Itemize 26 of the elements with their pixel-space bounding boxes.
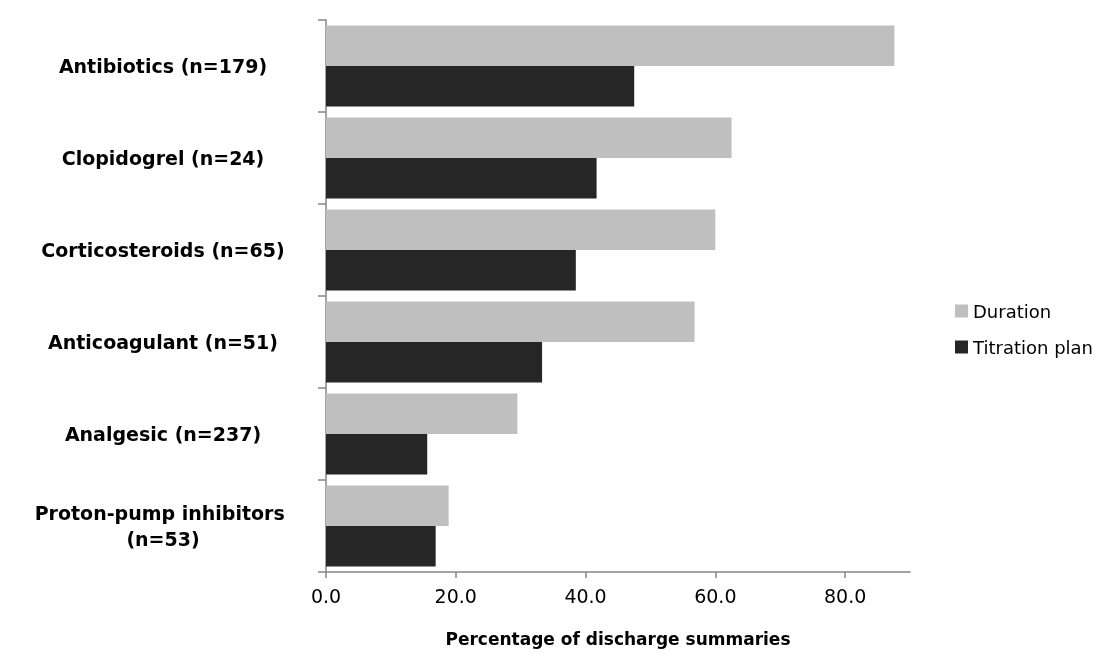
y-tick-label: Clopidogrel (n=24)	[61, 147, 265, 169]
x-axis-title: Percentage of discharge summaries	[445, 628, 791, 649]
x-tick-label: 80.0	[823, 584, 867, 607]
y-tick-label: Anticoagulant (n=51)	[48, 331, 278, 353]
x-tick-label: 0.0	[310, 584, 342, 607]
x-tick-label: 20.0	[434, 584, 477, 607]
bar	[326, 301, 695, 342]
x-tick-label: 40.0	[564, 584, 607, 607]
y-tick-label: Antibiotics (n=179)	[58, 55, 268, 77]
bar	[326, 250, 576, 291]
y-tick-label: Proton-pump inhibitors (n=53)	[34, 502, 292, 550]
legend-label: Duration	[973, 300, 1052, 322]
bar	[326, 25, 895, 66]
y-tick-label: Corticosteroids (n=65)	[41, 239, 285, 261]
x-tick-label: 60.0	[694, 584, 737, 607]
bar	[326, 485, 449, 526]
bar	[326, 434, 428, 475]
bar	[326, 342, 543, 383]
y-tick-label: Analgesic (n=237)	[64, 423, 262, 445]
bar	[326, 209, 716, 250]
bar	[326, 393, 518, 434]
bar	[326, 158, 597, 199]
bar	[326, 66, 635, 107]
bar	[326, 117, 732, 158]
legend-label: Titration plan	[972, 336, 1093, 358]
bar	[326, 526, 436, 567]
